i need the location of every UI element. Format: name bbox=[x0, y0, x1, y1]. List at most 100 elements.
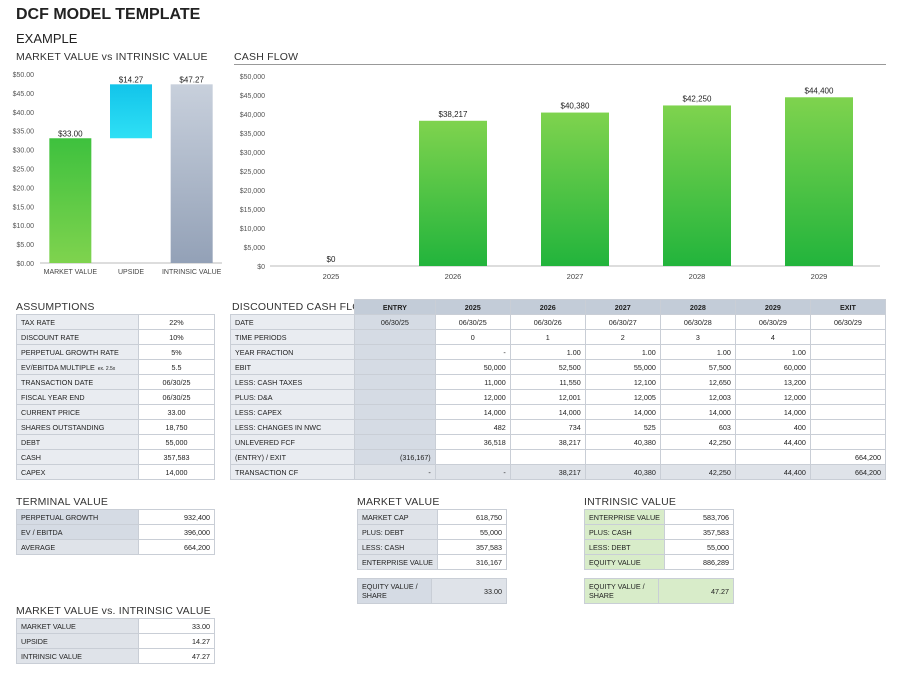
cell: 0 bbox=[434, 329, 511, 345]
table-row: (ENTRY) / EXIT (316,167) 664,200 bbox=[230, 449, 887, 465]
column-header: 2029 bbox=[734, 299, 811, 315]
y-tick-label: $40.00 bbox=[13, 110, 35, 117]
row-value: 886,289 bbox=[663, 554, 735, 570]
row-label: TRANSACTION CF bbox=[230, 464, 355, 480]
row-value: 22% bbox=[138, 314, 215, 330]
column-header: 2026 bbox=[509, 299, 586, 315]
row-label-text: DISCOUNT RATE bbox=[21, 332, 80, 342]
cell: 12,100 bbox=[584, 374, 661, 390]
row-value: 357,583 bbox=[663, 524, 735, 540]
y-tick-label: $25,000 bbox=[240, 169, 265, 176]
row-label: MARKET CAP bbox=[357, 509, 438, 525]
mvi-table: MARKET VALUE 33.00 UPSIDE 14.27 INTRINSIC VA… bbox=[16, 618, 215, 664]
row-value: 357,583 bbox=[138, 449, 215, 465]
column-header: EXIT bbox=[809, 299, 887, 315]
cell: 06/30/29 bbox=[809, 314, 887, 330]
table-row: TRANSACTION DATE 06/30/25 bbox=[16, 374, 215, 390]
page-subtitle: EXAMPLE bbox=[16, 31, 78, 46]
row-label: CAPEX bbox=[16, 464, 139, 480]
cell: 38,217 bbox=[509, 434, 586, 450]
intrinsic-equity-value: 47.27 bbox=[658, 578, 734, 604]
cell: 603 bbox=[659, 419, 736, 435]
table-row: EV/EBITDA MULTIPLE ex. 2.5x 5.5 bbox=[16, 359, 215, 375]
row-label: UPSIDE bbox=[16, 633, 139, 649]
y-tick-label: $10,000 bbox=[240, 226, 265, 233]
table-row: INTRINSIC VALUE 47.27 bbox=[16, 648, 215, 664]
cell bbox=[809, 389, 887, 405]
table-row: LESS: CHANGES IN NWC 482 734 525 603 400 bbox=[230, 419, 887, 435]
row-label-text: TAX RATE bbox=[21, 317, 56, 327]
data-label: $40,380 bbox=[561, 102, 590, 111]
cell: 12,005 bbox=[584, 389, 661, 405]
data-label: $14.27 bbox=[119, 75, 144, 84]
cell: 1.00 bbox=[734, 344, 811, 360]
row-label: LESS: CASH TAXES bbox=[230, 374, 355, 390]
cell bbox=[809, 419, 887, 435]
column-header: 2028 bbox=[659, 299, 736, 315]
table-row: LESS: CASH TAXES 11,000 11,550 12,100 12,650… bbox=[230, 374, 887, 390]
row-label: TRANSACTION DATE bbox=[16, 374, 139, 390]
cell: 3 bbox=[659, 329, 736, 345]
x-tick-label: INTRINSIC VALUE bbox=[162, 269, 222, 276]
row-label: PLUS: CASH bbox=[584, 524, 665, 540]
row-value: 583,706 bbox=[663, 509, 735, 525]
cell bbox=[354, 434, 436, 450]
table-row: DATE 06/30/25 06/30/25 06/30/26 06/30/27 06/3… bbox=[230, 314, 887, 330]
table-row: DISCOUNT RATE 10% bbox=[16, 329, 215, 345]
row-label: LESS: CHANGES IN NWC bbox=[230, 419, 355, 435]
cell: 11,000 bbox=[434, 374, 511, 390]
cell: - bbox=[434, 344, 511, 360]
bar bbox=[110, 84, 152, 139]
row-label: TAX RATE bbox=[16, 314, 139, 330]
cell: 4 bbox=[734, 329, 811, 345]
table-row: TAX RATE 22% bbox=[16, 314, 215, 330]
row-label: CURRENT PRICE bbox=[16, 404, 139, 420]
cell: 06/30/29 bbox=[734, 314, 811, 330]
table-row: FISCAL YEAR END 06/30/25 bbox=[16, 389, 215, 405]
table-row: CAPEX 14,000 bbox=[16, 464, 215, 480]
table-row: PERPETUAL GROWTH RATE 5% bbox=[16, 344, 215, 360]
row-label: YEAR FRACTION bbox=[230, 344, 355, 360]
row-label-text: TRANSACTION DATE bbox=[21, 377, 94, 387]
row-label: PLUS: D&A bbox=[230, 389, 355, 405]
cell: 1.00 bbox=[584, 344, 661, 360]
data-label: $38,217 bbox=[439, 110, 468, 119]
cell: 664,200 bbox=[809, 449, 887, 465]
row-value: 5% bbox=[138, 344, 215, 360]
cell: 1.00 bbox=[509, 344, 586, 360]
cell bbox=[809, 359, 887, 375]
dcf-header-row: ENTRY 2025 2026 2027 2028 2029 EXIT bbox=[231, 299, 887, 315]
row-label: MARKET VALUE bbox=[16, 618, 139, 634]
row-value: 316,167 bbox=[436, 554, 508, 570]
row-value: 06/30/25 bbox=[138, 374, 215, 390]
terminal-value-table: PERPETUAL GROWTH 932,400 EV / EBITDA 396,00… bbox=[16, 509, 215, 555]
cell: 06/30/27 bbox=[584, 314, 661, 330]
bar bbox=[785, 97, 853, 266]
row-value: 396,000 bbox=[138, 524, 215, 540]
cell: 38,217 bbox=[509, 464, 586, 480]
y-tick-label: $35,000 bbox=[240, 131, 265, 138]
row-value: 47.27 bbox=[138, 648, 215, 664]
row-label: PLUS: DEBT bbox=[357, 524, 438, 540]
y-tick-label: $45,000 bbox=[240, 93, 265, 100]
row-label: (ENTRY) / EXIT bbox=[230, 449, 355, 465]
cell: 44,400 bbox=[734, 434, 811, 450]
row-label: LESS: CASH bbox=[357, 539, 438, 555]
y-tick-label: $15.00 bbox=[13, 204, 35, 211]
market-equity-value: 33.00 bbox=[431, 578, 507, 604]
cell bbox=[354, 359, 436, 375]
row-value: 618,750 bbox=[436, 509, 508, 525]
table-row: AVERAGE 664,200 bbox=[16, 539, 215, 555]
page-title: DCF MODEL TEMPLATE bbox=[16, 6, 201, 23]
intrinsic-value-title: INTRINSIC VALUE bbox=[584, 496, 677, 508]
table-row: PLUS: DEBT 55,000 bbox=[357, 524, 508, 540]
table-row: EBIT 50,000 52,500 55,000 57,500 60,000 bbox=[230, 359, 887, 375]
y-tick-label: $0.00 bbox=[16, 261, 34, 268]
table-row: EQUITY VALUE 886,289 bbox=[584, 554, 735, 570]
y-tick-label: $5.00 bbox=[16, 242, 34, 249]
cell: 12,003 bbox=[659, 389, 736, 405]
mvi-title: MARKET VALUE vs. INTRINSIC VALUE bbox=[16, 605, 211, 617]
cell bbox=[809, 374, 887, 390]
row-value: 932,400 bbox=[138, 509, 215, 525]
row-label-text: EV/EBITDA MULTIPLE bbox=[21, 362, 95, 372]
